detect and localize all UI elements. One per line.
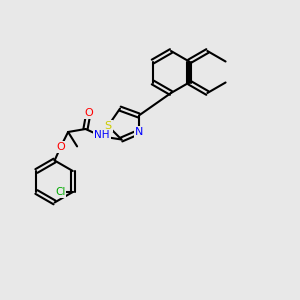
Text: Cl: Cl: [55, 187, 65, 197]
Text: O: O: [56, 142, 65, 152]
Text: NH: NH: [94, 130, 110, 140]
Text: S: S: [104, 121, 112, 131]
Text: N: N: [135, 127, 143, 137]
Text: O: O: [84, 107, 93, 118]
